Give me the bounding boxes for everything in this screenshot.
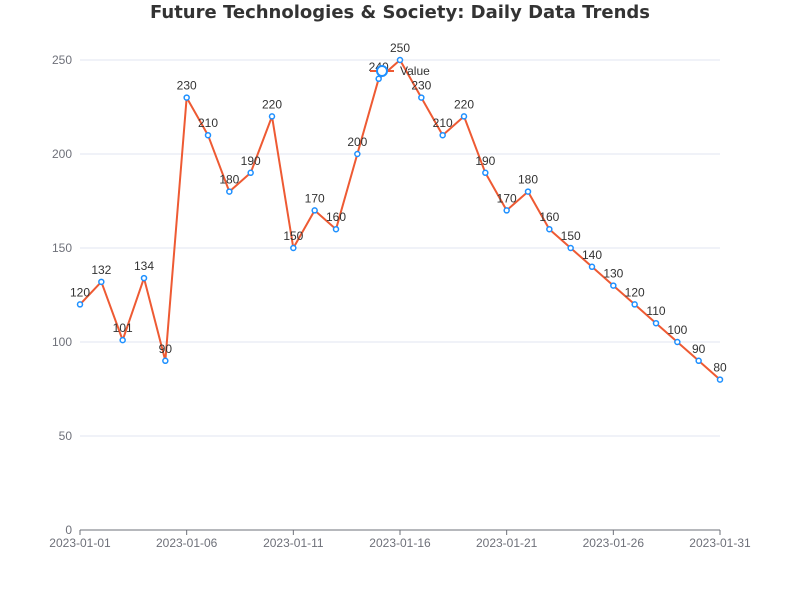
series-line	[79, 59, 721, 381]
data-label: 220	[454, 97, 474, 111]
data-label: 210	[433, 116, 453, 130]
x-tick-label: 2023-01-31	[689, 536, 751, 550]
data-label: 230	[411, 79, 431, 93]
data-label: 140	[582, 248, 602, 262]
data-point	[183, 94, 190, 101]
data-point	[546, 225, 553, 233]
data-point	[482, 169, 489, 177]
data-point	[226, 188, 233, 195]
data-label: 170	[305, 191, 325, 205]
data-label: 160	[539, 210, 559, 224]
data-label: 90	[159, 342, 173, 356]
data-point	[332, 225, 340, 233]
legend-label: Value	[400, 64, 430, 78]
data-label: 180	[518, 173, 538, 187]
data-label: 130	[603, 267, 623, 281]
y-tick-label: 0	[65, 523, 72, 537]
y-tick-label: 200	[52, 147, 72, 161]
data-point	[119, 336, 126, 344]
y-tick-label: 50	[59, 429, 73, 443]
data-point	[567, 244, 574, 252]
data-points	[76, 56, 724, 383]
data-label: 134	[134, 259, 154, 273]
x-tick-label: 2023-01-11	[263, 536, 324, 550]
data-label: 170	[497, 191, 517, 205]
series-line-layer	[79, 59, 721, 381]
legend[interactable]: Value	[370, 64, 430, 78]
y-tick-label: 100	[52, 335, 72, 349]
data-point	[652, 319, 660, 327]
data-label: 150	[283, 229, 303, 243]
x-tick-label: 2023-01-01	[49, 536, 111, 550]
data-point	[290, 244, 297, 252]
data-label: 90	[692, 342, 706, 356]
data-point	[610, 282, 617, 289]
data-point	[311, 207, 318, 214]
data-label: 100	[667, 323, 687, 337]
data-labels: 1201321011349023021018019022015017016020…	[70, 41, 727, 375]
data-label: 150	[561, 229, 581, 243]
data-point	[98, 278, 105, 286]
x-tick-label: 2023-01-16	[369, 536, 431, 550]
data-label: 160	[326, 210, 346, 224]
data-label: 101	[113, 321, 133, 335]
data-label: 120	[70, 285, 90, 299]
data-point	[674, 338, 681, 346]
x-tick-label: 2023-01-26	[583, 536, 645, 550]
data-label: 190	[241, 154, 261, 168]
data-point	[418, 94, 425, 101]
chart-title: Future Technologies & Society: Daily Dat…	[149, 2, 650, 23]
data-point	[716, 376, 724, 383]
data-point	[695, 357, 702, 365]
data-label: 120	[625, 285, 645, 299]
data-point	[503, 207, 510, 214]
data-label: 250	[390, 41, 410, 55]
data-label: 80	[713, 361, 727, 375]
data-point	[524, 188, 532, 195]
data-point	[204, 131, 212, 139]
data-label: 190	[475, 154, 495, 168]
data-point	[354, 150, 361, 158]
data-point	[375, 75, 382, 83]
axes: 0 50 100 150 200 250 2023-01-01 2023-01-06 2023-…	[49, 53, 751, 550]
data-point	[162, 357, 169, 365]
data-point	[396, 56, 404, 64]
y-tick-label: 150	[52, 241, 72, 255]
data-point	[247, 169, 254, 177]
y-tick-label: 250	[52, 53, 72, 67]
data-point	[76, 301, 84, 308]
data-label: 132	[91, 263, 111, 277]
data-point	[631, 301, 638, 308]
data-label: 200	[347, 135, 367, 149]
data-label: 220	[262, 97, 282, 111]
data-label: 180	[219, 173, 239, 187]
data-label: 230	[177, 79, 197, 93]
data-point	[268, 113, 276, 120]
legend-marker-icon	[376, 65, 388, 77]
x-tick-label: 2023-01-21	[476, 536, 538, 550]
data-point	[439, 131, 446, 139]
grid-lines	[80, 59, 720, 437]
data-point	[140, 274, 148, 282]
data-label: 210	[198, 116, 218, 130]
data-point	[588, 263, 596, 271]
x-tick-label: 2023-01-06	[156, 536, 218, 550]
data-label: 110	[646, 304, 665, 318]
data-point	[460, 113, 468, 120]
